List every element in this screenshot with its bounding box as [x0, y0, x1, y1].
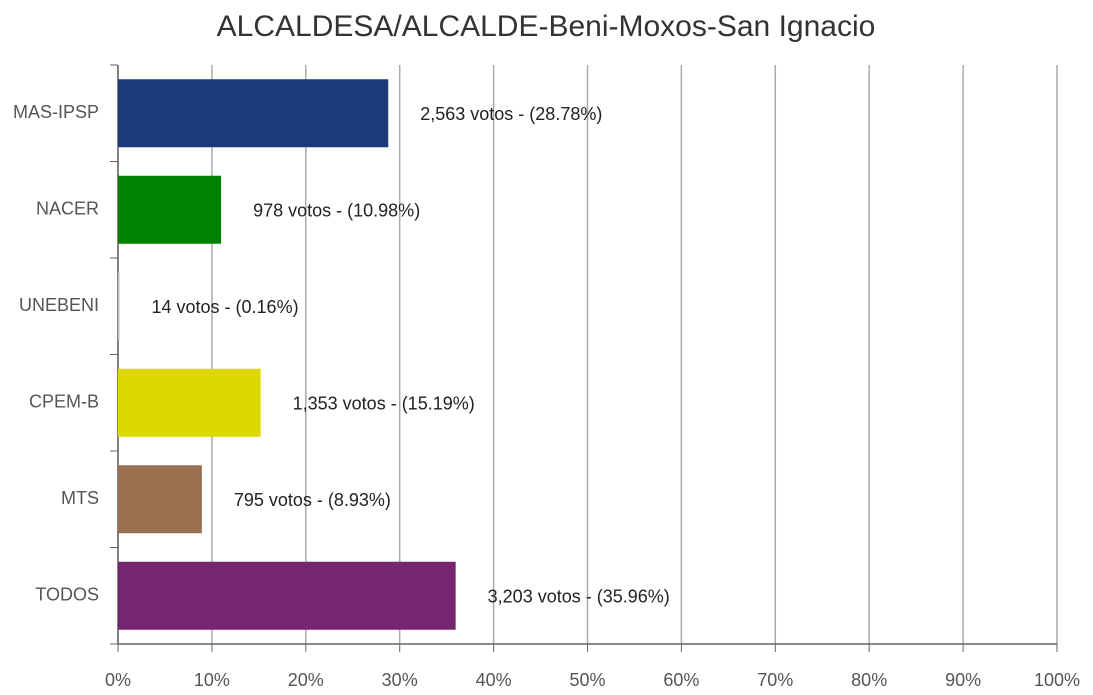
- x-tick-label: 40%: [476, 670, 512, 690]
- x-tick-label: 10%: [194, 670, 230, 690]
- value-label: 1,353 votos - (15.19%): [293, 394, 475, 414]
- x-tick-label: 100%: [1034, 670, 1080, 690]
- x-tick-label: 0%: [105, 670, 131, 690]
- x-tick-label: 30%: [382, 670, 418, 690]
- value-label: 2,563 votos - (28.78%): [420, 104, 602, 124]
- value-label: 978 votos - (10.98%): [253, 201, 420, 221]
- y-tick-label: MAS-IPSP: [13, 102, 99, 122]
- bar: [118, 561, 456, 630]
- y-tick-label: UNEBENI: [19, 295, 99, 315]
- y-tick-label: CPEM-B: [29, 392, 99, 412]
- bar: [118, 465, 202, 534]
- value-label: 3,203 votos - (35.96%): [488, 587, 670, 607]
- y-tick-label: MTS: [61, 488, 99, 508]
- bar: [118, 79, 389, 148]
- x-tick-label: 70%: [757, 670, 793, 690]
- y-tick-label: TODOS: [35, 585, 99, 605]
- x-tick-label: 20%: [288, 670, 324, 690]
- bar: [118, 272, 120, 341]
- x-tick-label: 90%: [945, 670, 981, 690]
- y-tick-label: NACER: [36, 199, 99, 219]
- x-tick-label: 80%: [851, 670, 887, 690]
- x-tick-label: 60%: [663, 670, 699, 690]
- value-label: 795 votos - (8.93%): [234, 490, 391, 510]
- x-tick-label: 50%: [569, 670, 605, 690]
- bar: [118, 368, 261, 437]
- chart-title: ALCALDESA/ALCALDE-Beni-Moxos-San Ignacio: [217, 10, 876, 43]
- value-label: 14 votos - (0.16%): [152, 297, 299, 317]
- bar: [118, 175, 222, 244]
